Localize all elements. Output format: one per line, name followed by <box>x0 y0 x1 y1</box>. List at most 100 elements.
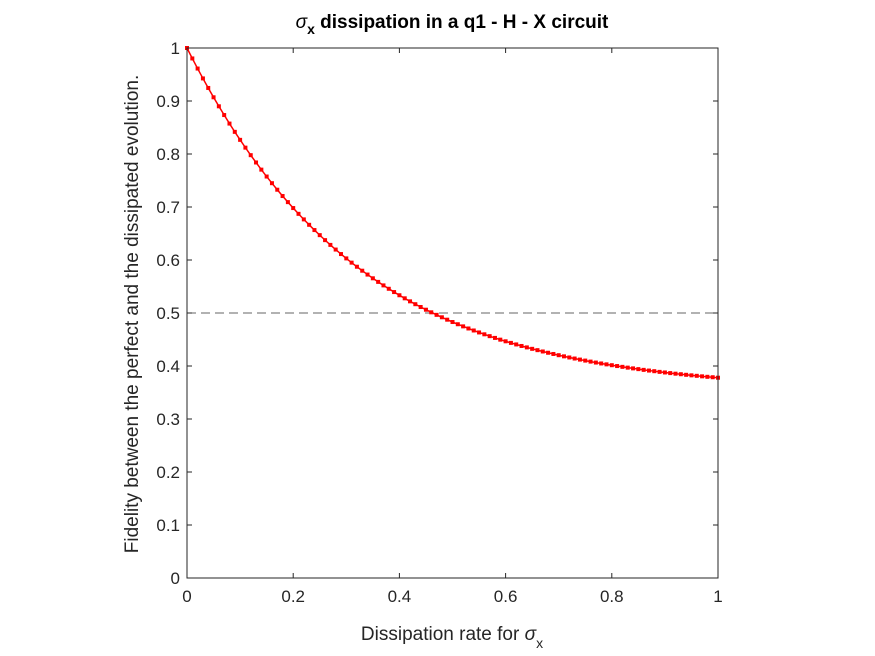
data-point <box>402 296 407 301</box>
data-point <box>280 194 285 199</box>
x-axis-label-subscript: x <box>536 635 543 651</box>
data-point <box>694 373 699 378</box>
y-tick-label: 0.3 <box>156 410 180 429</box>
data-point <box>195 66 200 71</box>
x-axis-label-text: Dissipation rate for <box>361 624 525 645</box>
data-point <box>206 85 211 90</box>
data-point <box>386 286 391 291</box>
data-point <box>397 293 402 298</box>
data-point <box>546 350 551 355</box>
data-point <box>445 317 450 322</box>
data-point <box>604 362 609 367</box>
data-point <box>641 367 646 372</box>
data-point <box>317 233 322 238</box>
data-point <box>301 217 306 222</box>
data-point <box>535 348 540 353</box>
data-point <box>572 356 577 361</box>
data-point <box>307 222 312 227</box>
data-point <box>530 346 535 351</box>
data-point <box>338 252 343 257</box>
x-tick-label: 0.8 <box>600 587 624 606</box>
y-tick-label: 0 <box>171 569 180 588</box>
data-point <box>344 256 349 261</box>
data-point <box>689 373 694 378</box>
data-point <box>636 367 641 372</box>
y-axis-label: Fidelity between the perfect and the dis… <box>122 75 143 553</box>
data-point <box>413 302 418 307</box>
data-point <box>370 276 375 281</box>
data-point <box>269 181 274 186</box>
data-point <box>232 129 237 134</box>
data-point <box>434 312 439 317</box>
data-point <box>439 315 444 320</box>
data-point <box>418 305 423 310</box>
data-point <box>668 371 673 376</box>
x-tick-label: 0 <box>182 587 191 606</box>
data-point <box>567 355 572 360</box>
data-point <box>423 307 428 312</box>
data-point <box>662 370 667 375</box>
data-point <box>190 56 195 61</box>
data-point <box>593 360 598 365</box>
data-point <box>577 357 582 362</box>
title-symbol: σ <box>296 12 309 33</box>
data-point <box>275 187 280 192</box>
x-tick-label: 0.2 <box>281 587 305 606</box>
data-point <box>678 372 683 377</box>
marker-layer <box>185 46 720 380</box>
data-point <box>620 364 625 369</box>
data-point <box>524 345 529 350</box>
y-tick-label: 0.9 <box>156 92 180 111</box>
data-point <box>583 358 588 363</box>
data-point <box>296 211 301 216</box>
data-point <box>254 160 259 165</box>
data-point <box>519 343 524 348</box>
data-point <box>652 369 657 374</box>
data-point <box>264 174 269 179</box>
y-axis-ticks: 0 0.1 0.2 0.3 0.4 0.5 0.6 0.7 0.8 0.9 1 <box>156 39 718 588</box>
data-point <box>360 268 365 273</box>
data-point <box>216 104 221 109</box>
data-point <box>466 326 471 331</box>
data-point <box>540 349 545 354</box>
y-tick-label: 0.6 <box>156 251 180 270</box>
data-point <box>328 242 333 247</box>
data-point <box>471 328 476 333</box>
data-point <box>609 363 614 368</box>
x-axis-ticks: 0 0.2 0.4 0.6 0.8 1 <box>182 48 723 606</box>
chart-title: σx dissipation in a q1 - H - X circuit <box>296 12 609 37</box>
y-tick-label: 0.8 <box>156 145 180 164</box>
data-point <box>482 332 487 337</box>
x-axis-label-symbol: σ <box>525 624 538 645</box>
data-point <box>211 95 216 100</box>
data-point <box>503 339 508 344</box>
data-point <box>673 371 678 376</box>
data-point <box>646 368 651 373</box>
y-tick-label: 0.4 <box>156 357 180 376</box>
data-point <box>599 361 604 366</box>
x-tick-label: 1 <box>713 587 722 606</box>
data-point <box>259 167 264 172</box>
data-point <box>684 372 689 377</box>
y-tick-label: 1 <box>171 39 180 58</box>
title-subscript: x <box>307 21 315 37</box>
data-point <box>514 342 519 347</box>
x-axis-label: Dissipation rate for σx <box>361 624 543 651</box>
data-point <box>588 359 593 364</box>
data-point <box>487 334 492 339</box>
data-point <box>556 353 561 358</box>
data-point <box>222 113 227 118</box>
data-point <box>551 351 556 356</box>
data-point <box>625 365 630 370</box>
data-point <box>312 228 317 233</box>
data-point <box>349 260 354 265</box>
data-point <box>392 290 397 295</box>
data-point <box>291 206 296 211</box>
data-point <box>631 366 636 371</box>
data-point <box>657 369 662 374</box>
y-tick-label: 0.2 <box>156 463 180 482</box>
data-point <box>227 121 232 126</box>
data-point <box>498 337 503 342</box>
y-tick-label: 0.5 <box>156 304 180 323</box>
